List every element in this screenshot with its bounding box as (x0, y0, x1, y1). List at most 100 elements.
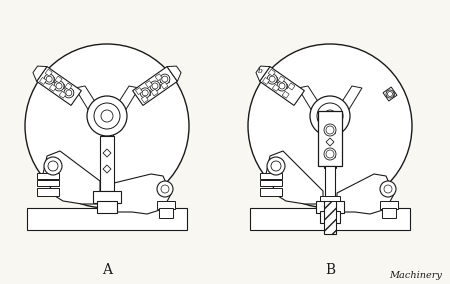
Circle shape (150, 81, 160, 91)
Bar (100, 136, 114, 191)
Bar (160, 77, 169, 82)
Bar (320, 196, 340, 201)
Bar (93, 191, 121, 203)
Circle shape (140, 88, 150, 98)
Circle shape (267, 157, 285, 175)
Text: B: B (325, 263, 335, 277)
Bar (318, 111, 342, 166)
Bar (37, 173, 59, 179)
Text: Machinery: Machinery (389, 272, 442, 281)
Circle shape (46, 76, 52, 82)
Polygon shape (33, 66, 47, 81)
Circle shape (248, 44, 412, 208)
Polygon shape (45, 69, 52, 76)
Polygon shape (75, 86, 101, 111)
Polygon shape (336, 86, 362, 111)
Circle shape (386, 90, 394, 98)
Circle shape (324, 110, 336, 122)
Polygon shape (55, 76, 62, 83)
Bar (320, 211, 340, 223)
Bar (260, 180, 282, 186)
Bar (324, 151, 335, 157)
Circle shape (56, 83, 62, 89)
Circle shape (279, 83, 285, 89)
Polygon shape (36, 66, 81, 105)
Polygon shape (101, 134, 113, 168)
Bar (278, 83, 287, 89)
Bar (324, 199, 336, 234)
Bar (325, 166, 335, 201)
Bar (250, 208, 410, 230)
Polygon shape (40, 78, 46, 84)
Circle shape (384, 185, 392, 193)
Bar (37, 188, 59, 196)
Polygon shape (326, 138, 334, 146)
Polygon shape (155, 74, 162, 81)
Circle shape (44, 157, 62, 175)
Polygon shape (288, 83, 295, 90)
Bar (382, 208, 396, 218)
Polygon shape (260, 66, 304, 105)
Polygon shape (135, 87, 143, 95)
Circle shape (94, 103, 120, 129)
Polygon shape (141, 96, 148, 103)
Polygon shape (272, 84, 279, 91)
Circle shape (157, 181, 173, 197)
Polygon shape (114, 174, 171, 214)
Bar (54, 83, 63, 89)
Polygon shape (145, 81, 153, 88)
Circle shape (162, 76, 168, 82)
Polygon shape (167, 66, 181, 81)
Polygon shape (161, 82, 168, 89)
Bar (150, 83, 159, 89)
Circle shape (25, 44, 189, 208)
Bar (27, 208, 187, 230)
Polygon shape (43, 151, 100, 204)
Bar (324, 127, 335, 133)
Polygon shape (278, 76, 285, 83)
Circle shape (66, 90, 72, 96)
Polygon shape (383, 87, 397, 101)
Bar (37, 180, 59, 186)
Bar (159, 208, 173, 218)
Circle shape (142, 90, 148, 96)
Circle shape (101, 110, 113, 122)
Circle shape (277, 81, 287, 91)
Bar (141, 90, 150, 95)
Bar (260, 188, 282, 196)
Bar (316, 201, 344, 213)
Circle shape (54, 81, 64, 91)
Polygon shape (256, 66, 270, 81)
Polygon shape (268, 69, 275, 76)
Circle shape (271, 161, 281, 171)
Circle shape (387, 91, 392, 97)
Polygon shape (59, 91, 66, 98)
Circle shape (161, 185, 169, 193)
Polygon shape (282, 91, 289, 98)
Circle shape (324, 148, 336, 160)
Circle shape (160, 74, 170, 84)
Circle shape (380, 181, 396, 197)
Circle shape (44, 74, 54, 84)
Polygon shape (65, 83, 72, 90)
Polygon shape (50, 84, 56, 91)
Polygon shape (103, 149, 111, 157)
Bar (157, 201, 175, 209)
Bar (97, 201, 117, 213)
Polygon shape (133, 66, 177, 105)
Polygon shape (266, 151, 323, 204)
Circle shape (64, 88, 74, 98)
Circle shape (317, 103, 343, 129)
Polygon shape (324, 134, 336, 168)
Circle shape (326, 150, 334, 158)
Circle shape (310, 96, 350, 136)
Polygon shape (337, 174, 394, 214)
Circle shape (87, 96, 127, 136)
Circle shape (324, 124, 336, 136)
Circle shape (48, 161, 58, 171)
Circle shape (326, 126, 334, 134)
Polygon shape (103, 165, 111, 173)
Bar (380, 201, 398, 209)
Bar (64, 90, 73, 95)
Text: A: A (102, 263, 112, 277)
